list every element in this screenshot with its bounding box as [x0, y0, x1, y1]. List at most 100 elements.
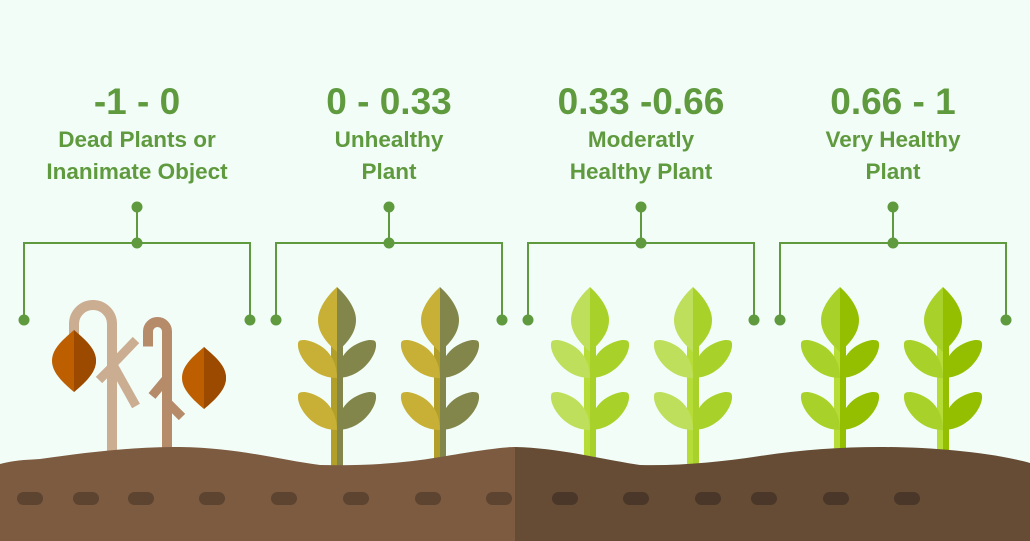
dead-leaf-shade: [204, 347, 226, 409]
plant-leaf: [297, 392, 337, 430]
plant-leaf: [943, 392, 983, 430]
plant-top-leaf: [440, 287, 459, 352]
plant-leaf: [337, 392, 377, 430]
soil-dash: [894, 492, 920, 505]
connector-dot: [131, 237, 143, 249]
soil-dash: [695, 492, 721, 505]
description-line: Plant: [361, 159, 417, 184]
dead-branch: [163, 398, 186, 421]
plant-top-leaf: [924, 287, 943, 352]
plant-top-leaf: [693, 287, 712, 352]
connector-line: [527, 207, 755, 320]
plant: [550, 287, 630, 470]
connector-dot: [383, 237, 395, 249]
connector-dot: [270, 314, 282, 326]
connector-dot: [522, 314, 534, 326]
plant-stem: [693, 345, 699, 470]
dead-stem: [69, 300, 117, 470]
plant-leaf: [440, 340, 480, 378]
soil-dash: [415, 492, 441, 505]
soil-dash: [751, 492, 777, 505]
soil-dash: [486, 492, 512, 505]
soil-dash: [623, 492, 649, 505]
plant-stem: [840, 345, 846, 470]
plant-leaf: [943, 340, 983, 378]
plant-top-leaf: [943, 287, 962, 352]
connector-line: [779, 207, 1007, 320]
description-line: Healthy Plant: [569, 159, 713, 184]
connector-dot: [131, 201, 143, 213]
connector-dot: [887, 237, 899, 249]
plant-stem: [337, 345, 343, 470]
description-line: Moderatly: [587, 127, 695, 152]
soil-dash: [343, 492, 369, 505]
connector-dot: [635, 237, 647, 249]
plant: [400, 287, 480, 470]
plant-top-leaf: [840, 287, 859, 352]
group-label-unhealthy: 0 - 0.33 Unhealthy Plant: [263, 80, 515, 188]
connector-dot: [244, 314, 256, 326]
dead-branch: [108, 360, 140, 409]
plant-leaf: [297, 340, 337, 378]
connector-dot: [887, 201, 899, 213]
connector-bracket: [774, 201, 1012, 326]
soil-dash: [552, 492, 578, 505]
plant-stem: [440, 345, 446, 470]
soil-dash: [271, 492, 297, 505]
description-line: Unhealthy: [334, 127, 444, 152]
plant-leaf: [590, 340, 630, 378]
soil-dash: [17, 492, 43, 505]
plant-top-leaf: [821, 287, 840, 352]
connector-dot: [383, 201, 395, 213]
dead-branch: [108, 336, 140, 369]
dead-leaf: [52, 330, 74, 392]
plant-stem: [331, 345, 337, 470]
plant-leaf: [653, 392, 693, 430]
connector-bracket: [522, 201, 760, 326]
connector-line: [275, 207, 503, 320]
connector-bracket: [270, 201, 508, 326]
group-label-dead: -1 - 0 Dead Plants or Inanimate Object: [11, 80, 263, 188]
plant-stem: [584, 345, 590, 470]
soil-left: [0, 447, 515, 541]
dead-leaf-shade: [74, 330, 96, 392]
plant-leaf: [653, 340, 693, 378]
plant-top-leaf: [421, 287, 440, 352]
plant-stem: [687, 345, 693, 470]
soil-dash: [128, 492, 154, 505]
plant: [800, 287, 880, 470]
plant-top-leaf: [337, 287, 356, 352]
plant-leaf: [800, 392, 840, 430]
plant-leaf: [400, 340, 440, 378]
soil-dash: [199, 492, 225, 505]
description-line: Plant: [865, 159, 921, 184]
plant-leaf: [590, 392, 630, 430]
plant-stem: [937, 345, 943, 470]
connector-dot: [18, 314, 30, 326]
plant-leaf: [840, 392, 880, 430]
plant-top-leaf: [590, 287, 609, 352]
dead-branch: [148, 375, 171, 399]
plant-leaf: [550, 340, 590, 378]
dead-branch: [95, 363, 116, 384]
plant-stem: [834, 345, 840, 470]
connector-dot: [1000, 314, 1012, 326]
connector-dot: [774, 314, 786, 326]
dead-plant: [143, 317, 226, 470]
plant-leaf: [903, 340, 943, 378]
connector-dot: [635, 201, 647, 213]
dead-leaf: [182, 347, 204, 409]
plant-leaf: [693, 392, 733, 430]
plant-stem: [434, 345, 440, 470]
group-label-very-healthy: 0.66 - 1 Very Healthy Plant: [767, 80, 1019, 188]
range-title: 0 - 0.33: [326, 81, 452, 122]
range-title: -1 - 0: [93, 81, 181, 122]
plant-leaf: [840, 340, 880, 378]
plant-leaf: [693, 340, 733, 378]
dead-plant: [52, 300, 140, 470]
plant-leaf: [800, 340, 840, 378]
description-line: Inanimate Object: [46, 159, 228, 184]
plant-leaf: [550, 392, 590, 430]
plant: [297, 287, 377, 470]
